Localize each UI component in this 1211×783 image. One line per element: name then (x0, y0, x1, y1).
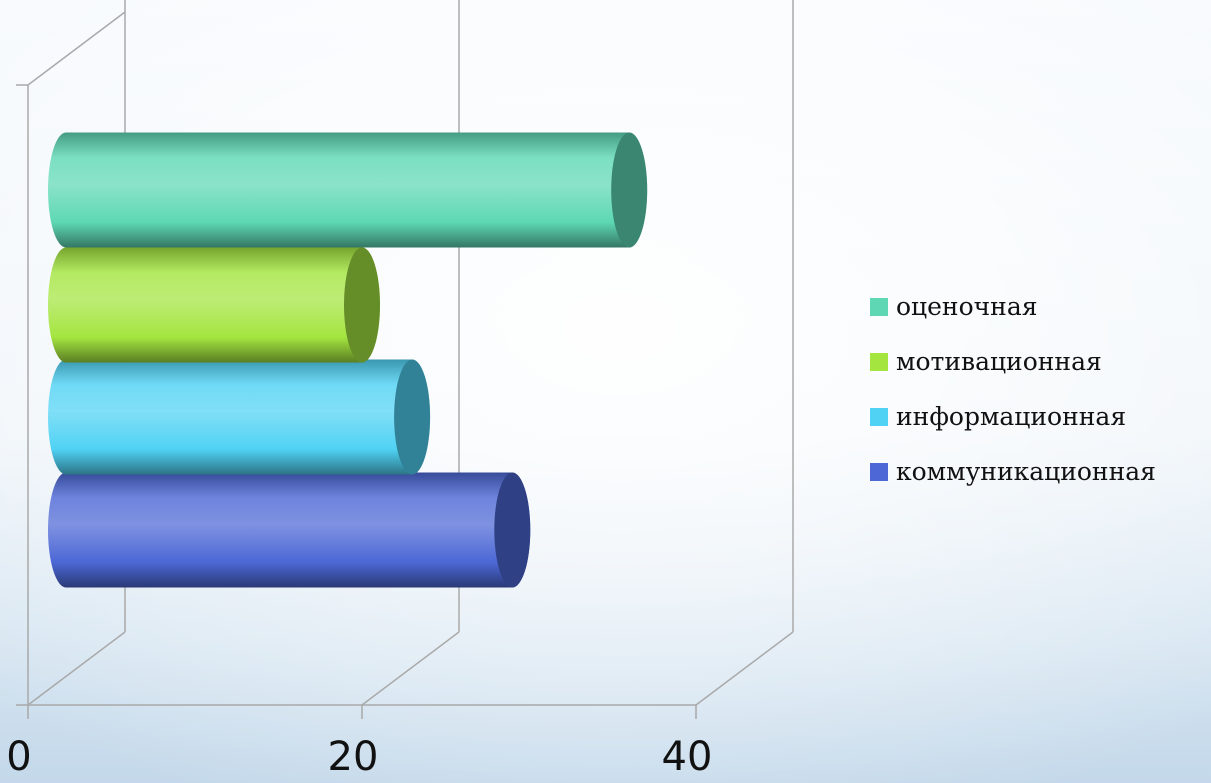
legend-swatch (870, 297, 888, 316)
legend-label: коммуникационная (896, 457, 1156, 486)
legend-label: оценочная (896, 292, 1038, 321)
x-tick-label: 20 (328, 734, 379, 780)
x-tick-label: 0 (6, 734, 31, 780)
gridline-floor-diagonal (695, 631, 794, 706)
gridline-floor-diagonal (27, 631, 126, 706)
gridline-floor-diagonal (361, 631, 460, 706)
bar-body (48, 132, 648, 248)
bar-body (48, 472, 531, 588)
bar-end-cap (344, 247, 380, 363)
legend-swatch (870, 407, 888, 426)
bar-1 (48, 247, 380, 363)
legend-label: мотивационная (896, 347, 1102, 376)
legend-swatch (870, 352, 888, 371)
bar-body (48, 247, 380, 363)
bars (48, 132, 648, 588)
legend: оценочная мотивационная информационная к… (870, 286, 1210, 506)
bar-end-cap (611, 132, 648, 248)
bar-body (48, 359, 431, 475)
frame-top-edge (27, 11, 126, 86)
legend-item-motivacionnaya: мотивационная (870, 341, 1210, 382)
legend-label: информационная (896, 402, 1127, 431)
legend-item-ocenochnaya: оценочная (870, 286, 1210, 327)
bar-end-cap (394, 359, 431, 475)
legend-item-informacionnaya: информационная (870, 396, 1210, 437)
bar-end-cap (494, 472, 531, 588)
legend-swatch (870, 462, 888, 481)
x-axis-ticks: 0 20 40 (6, 734, 712, 780)
x-tick-label: 40 (662, 734, 713, 780)
legend-item-kommunikacionnaya: коммуникационная (870, 451, 1210, 492)
bar-0 (48, 132, 648, 248)
bar-2 (48, 359, 431, 475)
bar-3 (48, 472, 531, 588)
